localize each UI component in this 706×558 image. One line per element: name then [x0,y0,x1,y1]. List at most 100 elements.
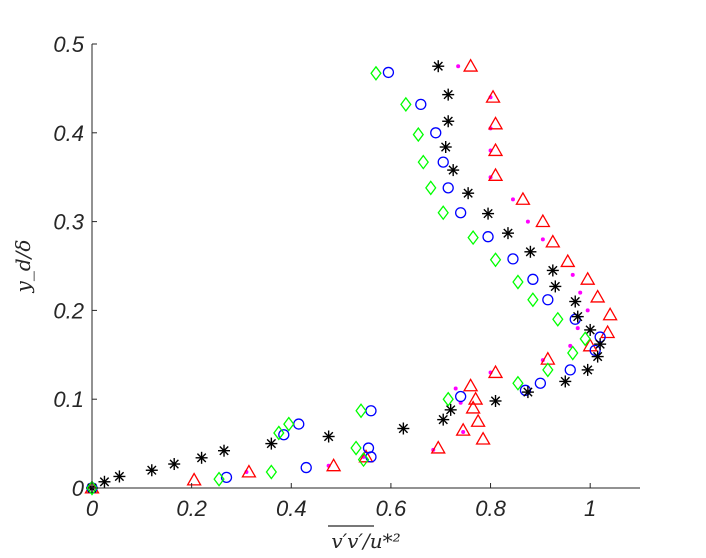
diamonds-marker [527,292,539,308]
circles-marker [442,182,454,194]
triangles-marker [467,391,484,405]
stars-marker [501,227,514,240]
stars-marker [444,403,457,416]
diamonds-marker [512,375,524,391]
dots-marker [585,308,590,313]
x-tick-label: 0.4 [276,496,307,521]
triangles-marker [580,271,596,285]
y-tick-label: 0.4 [53,121,84,146]
stars-marker [218,444,231,457]
dots-marker [461,430,466,435]
diamonds-marker [437,205,449,221]
x-tick-label: 0.8 [475,496,506,521]
circles-marker [527,273,539,285]
triangles-marker [487,142,504,157]
circles-marker [437,156,449,168]
triangles-marker [465,400,481,414]
y-axis-label: y_d/δ [11,240,35,294]
triangles-marker [470,413,486,427]
circles-marker [455,390,467,403]
triangles-marker [485,89,501,103]
circles-marker [534,377,547,389]
stars-marker [265,437,278,450]
stars-marker [442,115,455,128]
circles-marker [455,207,467,219]
stars-marker [594,338,607,351]
circles-marker [415,98,427,111]
circles-marker [507,253,519,265]
circles-marker [278,429,290,441]
diamonds-marker [579,331,591,347]
dots-marker [525,219,530,224]
x-tick-label: 0.2 [176,496,207,521]
x-tick-label: 1 [584,496,596,521]
triangles-marker [462,58,479,72]
stars-marker [571,310,584,323]
stars-marker [569,295,582,308]
stars-marker [432,60,445,73]
triangles-marker [545,234,561,248]
diamonds-marker [350,440,362,456]
stars-marker [442,88,455,101]
triangles-marker [515,191,531,205]
stars-marker [559,375,572,388]
stars-marker [482,207,495,220]
plot-area [92,44,640,488]
triangles-marker [430,440,446,454]
y-tick-label: 0.2 [53,298,84,323]
triangles-marker [487,116,504,130]
stars-marker [168,458,181,471]
triangles-marker [599,324,616,339]
triangles-marker [455,422,471,436]
dots-marker [510,197,515,202]
circles-marker [382,66,395,79]
stars-marker [581,363,594,376]
circles-marker [564,364,576,376]
y-tick-label: 0.3 [53,210,84,235]
stars-marker [591,350,604,363]
dots-marker [578,290,583,295]
stars-marker [98,475,111,488]
diamonds-marker [355,403,367,419]
diamonds-marker [542,362,554,378]
triangles-marker [560,253,576,268]
y-tick-label: 0 [72,476,85,501]
dots-marker [453,386,458,391]
stars-marker [521,386,534,399]
stars-marker [397,422,410,435]
diamonds-marker [400,96,412,112]
stars-marker [549,280,562,293]
stars-marker [524,245,537,258]
diamonds-marker [86,480,98,496]
diamonds-marker [412,126,424,143]
circles-marker [220,471,233,483]
x-axis-label: v′v′/u*² [331,529,400,553]
x-tick-label: 0 [86,496,99,521]
diamonds-marker [417,154,429,170]
triangles-marker [186,472,202,486]
stars-marker [322,430,335,443]
triangles-marker [475,431,491,445]
stars-marker [546,264,559,277]
y-tick-label: 0.5 [53,32,84,57]
diamonds-marker [425,180,437,196]
dots-marker [568,343,573,348]
x-tick-label: 0.6 [376,496,407,521]
circles-marker [430,127,442,139]
diamonds-marker [283,416,295,432]
circles-marker [542,294,554,306]
stars-marker [447,164,460,177]
triangles-marker [325,457,342,472]
stars-marker [437,413,450,426]
stars-marker [145,464,158,477]
triangles-marker [590,289,606,303]
diamonds-marker [467,230,479,246]
stars-marker [195,451,208,464]
diamonds-marker [567,345,579,361]
circles-marker [482,231,494,243]
diamonds-marker [213,471,225,487]
triangles-marker [602,307,618,321]
dots-marker [456,64,461,69]
diamonds-marker [357,452,370,468]
stars-marker [489,394,502,407]
